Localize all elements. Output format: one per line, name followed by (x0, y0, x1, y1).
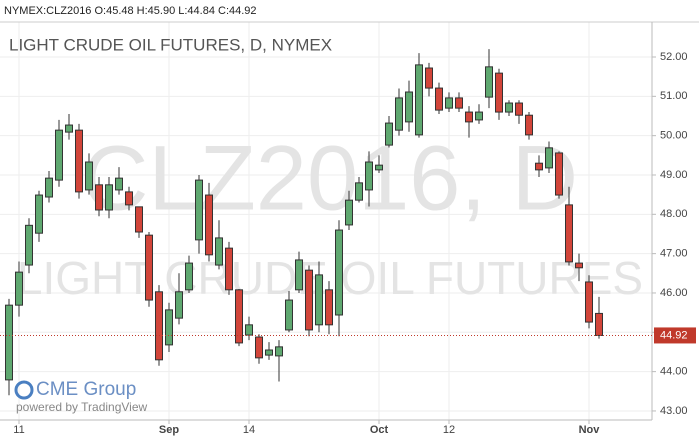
candle-body (265, 349, 273, 356)
x-tick-label: 14 (243, 424, 255, 436)
last-price-label: 44.92 (660, 329, 688, 341)
candle-body (425, 67, 433, 89)
candle-body (135, 206, 143, 233)
candle-body (85, 161, 93, 191)
candle-body (245, 324, 253, 336)
candle-body (315, 274, 323, 326)
candle-body (105, 184, 113, 211)
logo-text: CME Group (36, 379, 136, 400)
y-tick-label: 51.00 (660, 90, 688, 102)
candle-body (55, 129, 63, 181)
candle-body (525, 114, 533, 136)
candle-body (435, 87, 443, 111)
candle-body (305, 269, 313, 331)
candle-body (475, 111, 483, 121)
candle-body (95, 184, 103, 211)
candle-body (165, 309, 173, 346)
x-tick-label: Oct (370, 424, 389, 436)
candle-body (45, 177, 53, 198)
candle-body (155, 291, 163, 361)
candle-body (405, 91, 413, 123)
candle-body (275, 346, 283, 357)
header: NYMEX:CLZ2016 O:45.48 H:45.90 L:44.84 C:… (4, 5, 257, 17)
last-price-tag (654, 327, 696, 344)
candle-body (375, 164, 383, 171)
y-tick-label: 50.00 (660, 130, 688, 142)
candle-body (75, 129, 83, 193)
y-tick-label: 47.00 (660, 248, 688, 260)
candle-body (345, 199, 353, 226)
candle-body (445, 97, 453, 109)
candle-body (505, 102, 513, 113)
candle-body (595, 312, 603, 336)
candle-body (65, 124, 73, 133)
grid (0, 22, 652, 420)
y-tick-label: 49.00 (660, 169, 688, 181)
candle-body (35, 194, 43, 234)
candle-body (335, 229, 343, 316)
candle-body (175, 291, 183, 319)
candle-body (25, 224, 33, 266)
candle-body (545, 147, 553, 169)
x-tick-label: Nov (579, 424, 601, 436)
candle-body (365, 161, 373, 191)
candle-body (195, 179, 203, 241)
candle-body (205, 194, 213, 256)
candle-body (295, 259, 303, 291)
candle-body (385, 122, 393, 146)
candle-body (465, 111, 473, 123)
candle-body (495, 72, 503, 113)
x-tick-label: 12 (443, 424, 455, 436)
candle-body (215, 237, 223, 266)
candle-body (355, 182, 363, 201)
x-tick-label: 11 (13, 424, 24, 436)
candle-body (125, 191, 133, 206)
y-tick-label: 48.00 (660, 208, 688, 220)
candle-body (185, 262, 193, 291)
candle-body (565, 204, 573, 263)
candle-body (325, 289, 333, 326)
credit: powered by TradingView (16, 400, 148, 414)
candle-body (115, 177, 123, 191)
chart-title: LIGHT CRUDE OIL FUTURES, D, NYMEX (9, 35, 332, 54)
candle-body (395, 97, 403, 131)
x-tick-label: Sep (159, 424, 179, 436)
y-tick-label: 43.00 (660, 405, 688, 417)
candle-body (285, 299, 293, 331)
candle-body (235, 289, 243, 344)
candle-body (145, 234, 153, 301)
logo-icon (14, 380, 34, 400)
candle-body (15, 271, 23, 306)
candle-body (5, 304, 13, 381)
y-tick-label: 52.00 (660, 51, 688, 63)
logo: CME Group powered by TradingView (14, 379, 148, 414)
candle-body (225, 247, 233, 291)
candle-body (255, 336, 263, 359)
y-tick-label: 46.00 (660, 287, 688, 299)
y-tick-label: 44.00 (660, 366, 688, 378)
candle-body (415, 64, 423, 136)
candle-body (485, 66, 493, 98)
candle-body (455, 97, 463, 109)
candle-body (535, 162, 543, 171)
candle-body (575, 262, 583, 269)
watermark-symbol: CLZ2016, D (82, 127, 578, 229)
candle-body (515, 102, 523, 116)
candle-body (585, 281, 593, 323)
candle-body (555, 152, 563, 196)
